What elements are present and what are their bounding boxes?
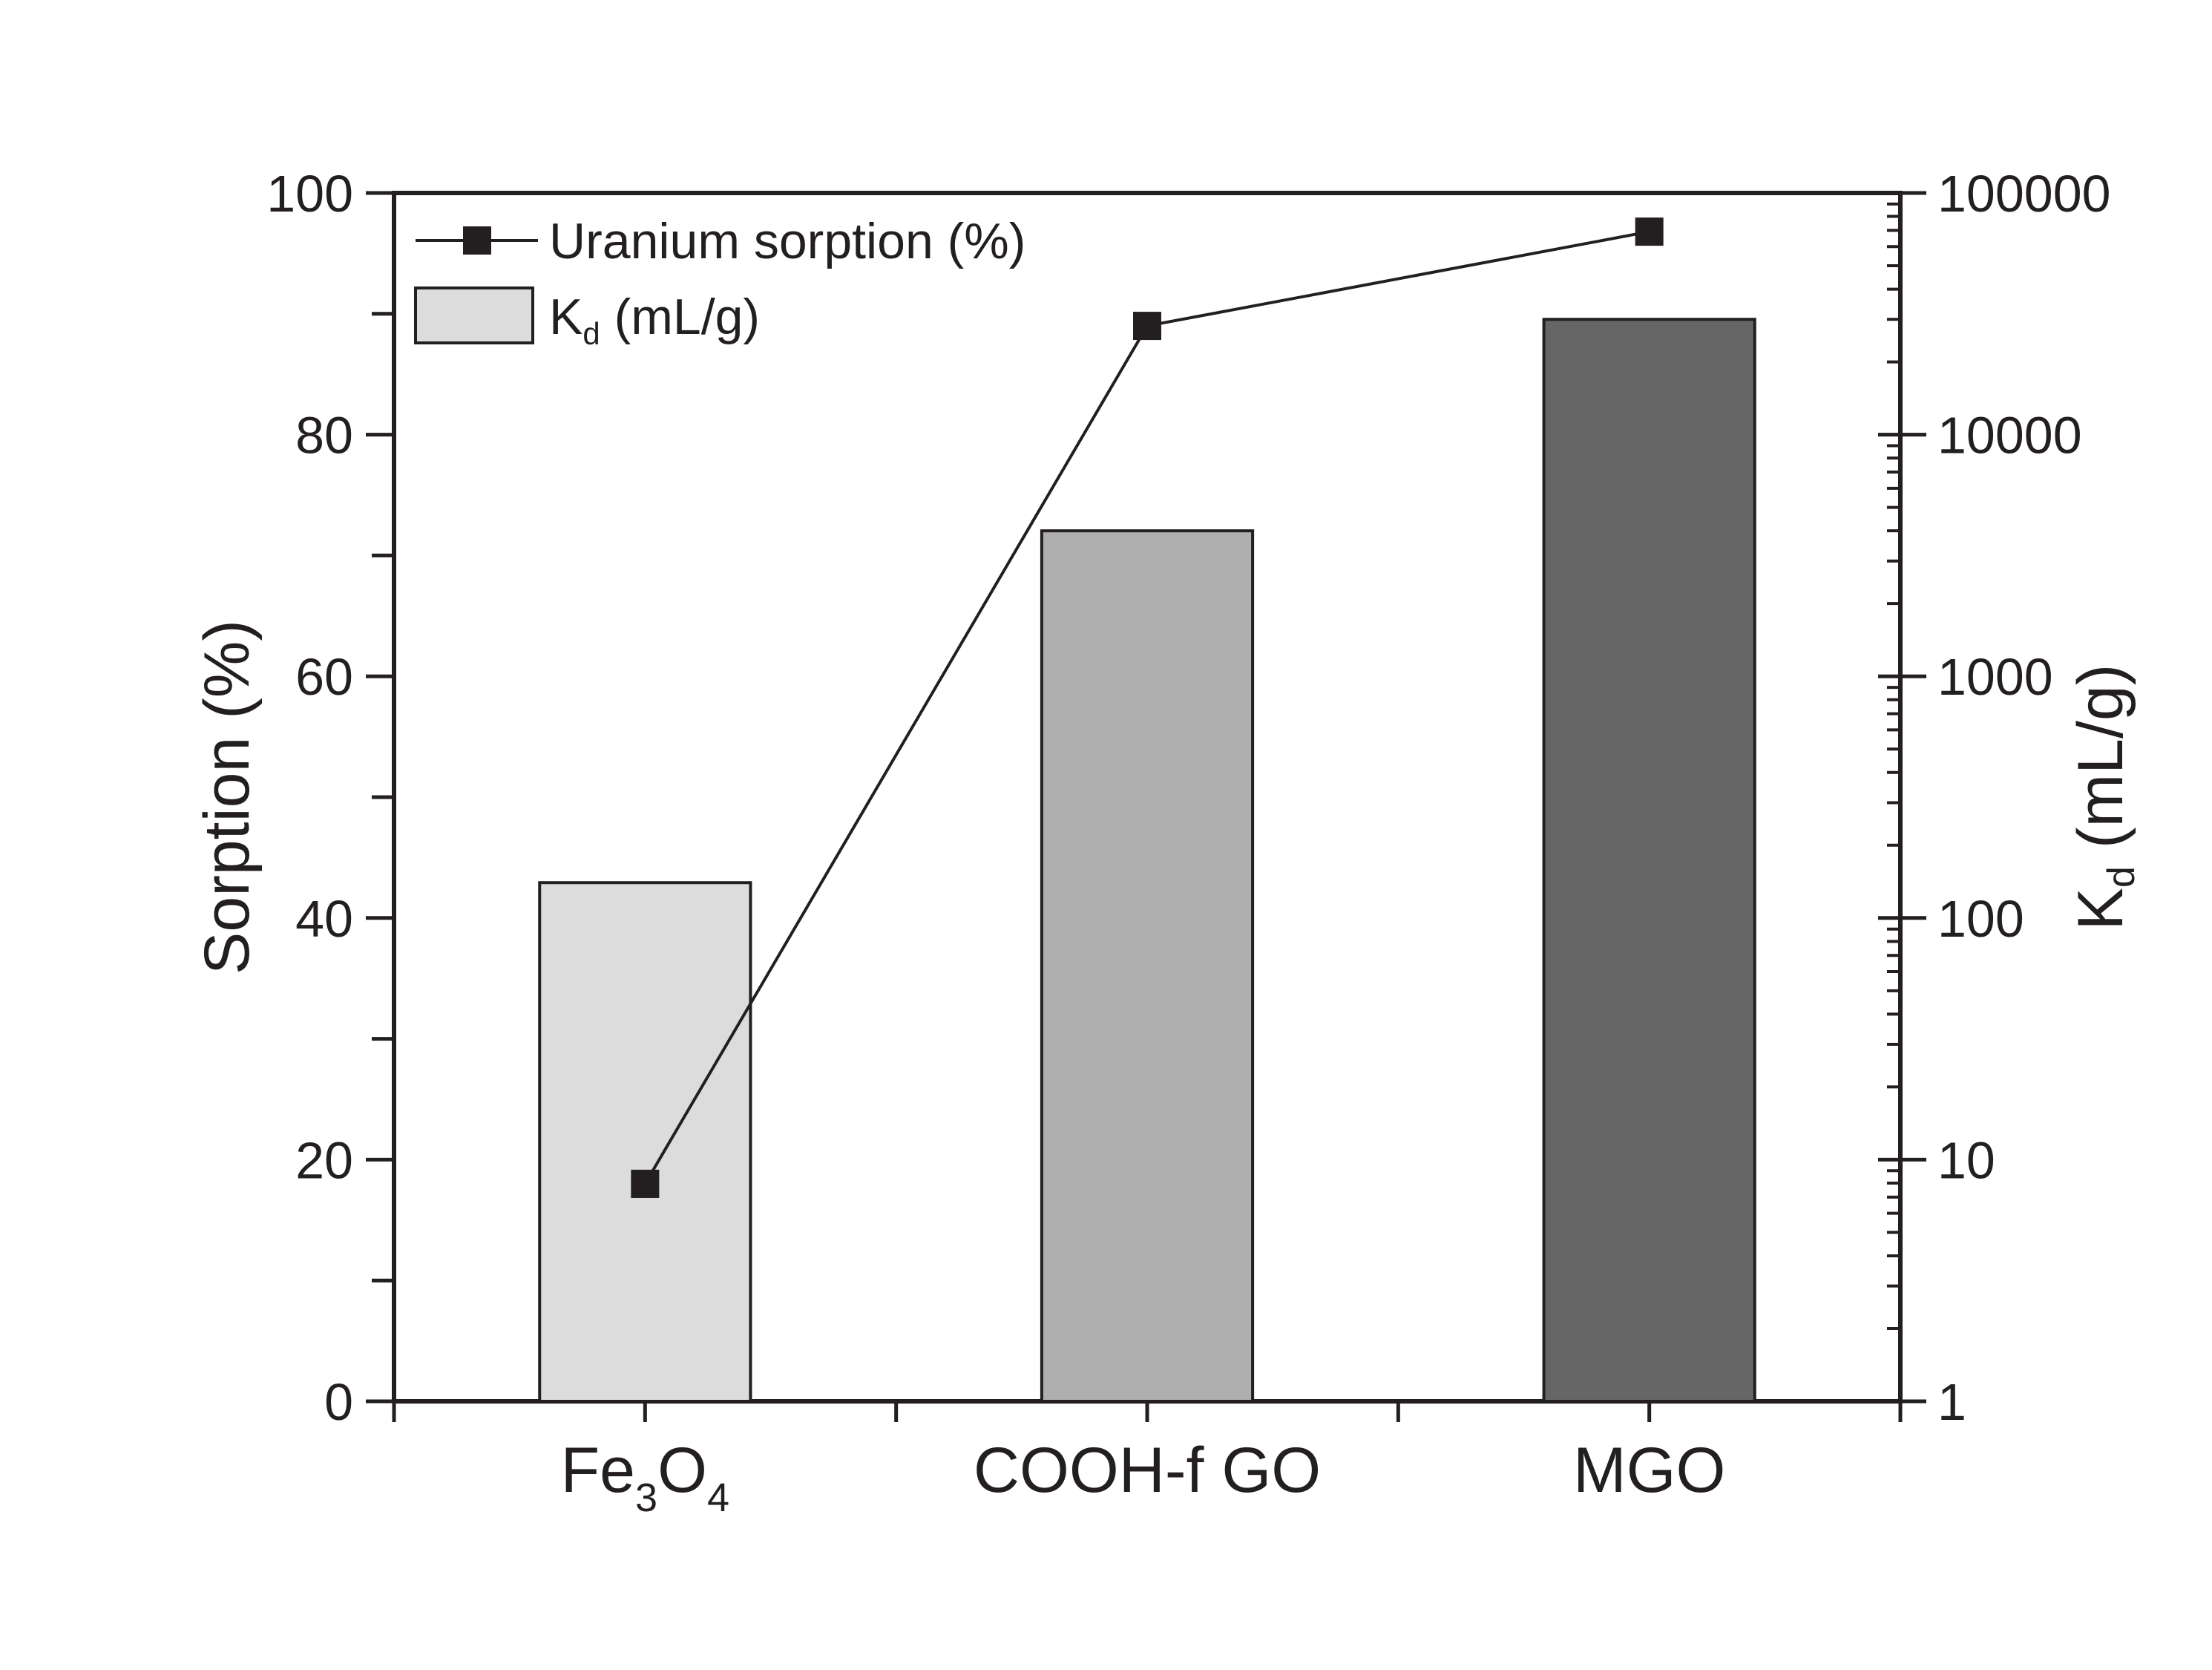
- left-tick-label: 20: [295, 1131, 353, 1189]
- category-label-3: MGO: [1573, 1435, 1725, 1506]
- right-tick-label: 100: [1937, 890, 2024, 948]
- category-label-2: COOH-f GO: [974, 1435, 1321, 1506]
- legend-bar-label: Kd (mL/g): [549, 289, 760, 351]
- legend-line-label: Uranium sorption (%): [549, 213, 1025, 269]
- kd-bar-1: [538, 881, 752, 1403]
- sorption-marker-1: [631, 1169, 660, 1198]
- sorption-line-series: [631, 217, 1664, 1198]
- bars-layer: [538, 318, 1756, 1404]
- category-label-1: Fe3O4: [561, 1435, 729, 1520]
- right-tick-label: 1: [1937, 1373, 1966, 1431]
- left-axis-title: Sorption (%): [191, 620, 263, 975]
- right-axis-title: Kd (mL/g): [2065, 664, 2143, 931]
- left-axis: 0 20 40 60 80 100: [266, 165, 394, 1431]
- right-tick-label: 1000: [1937, 648, 2053, 706]
- legend: Uranium sorption (%) Kd (mL/g): [414, 213, 1025, 351]
- right-tick-label: 10000: [1937, 407, 2082, 465]
- legend-bar-swatch: [414, 286, 534, 344]
- left-tick-label: 80: [295, 407, 353, 465]
- sorption-marker-2: [1133, 312, 1161, 341]
- left-tick-label: 60: [295, 648, 353, 706]
- left-tick-label: 0: [324, 1373, 353, 1431]
- left-tick-label: 100: [266, 165, 353, 223]
- kd-bar-2: [1040, 529, 1255, 1403]
- right-axis: 1 10 100 1000 10000 100000: [1878, 165, 2111, 1431]
- x-axis: Fe3O4 COOH-f GO MGO: [392, 1401, 1903, 1520]
- legend-marker-icon: [463, 226, 491, 255]
- left-tick-label: 40: [295, 890, 353, 948]
- sorption-marker-3: [1635, 217, 1664, 246]
- right-tick-label: 10: [1937, 1131, 1995, 1189]
- kd-bar-3: [1542, 318, 1756, 1404]
- right-tick-label: 100000: [1937, 165, 2111, 223]
